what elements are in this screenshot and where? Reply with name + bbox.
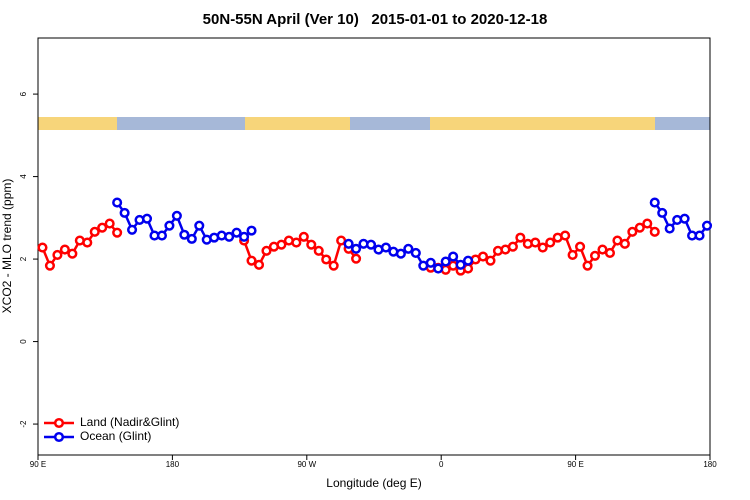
y-tick-label: 4: [19, 174, 28, 179]
point: [164, 220, 175, 231]
x-tick-label: 0: [439, 460, 444, 469]
point: [141, 213, 153, 224]
y-tick-label: 2: [19, 256, 28, 261]
point: [291, 237, 302, 248]
point: [89, 226, 100, 237]
point: [186, 233, 197, 244]
series: [112, 197, 713, 274]
point: [306, 239, 317, 250]
x-tick-label: 90 E: [567, 460, 583, 469]
strip-land: [430, 117, 655, 130]
point: [44, 260, 55, 271]
strip-land: [38, 117, 117, 130]
point: [395, 248, 406, 259]
point: [664, 223, 675, 234]
point: [313, 245, 324, 256]
point: [575, 241, 586, 252]
point: [642, 218, 653, 229]
point: [104, 218, 115, 229]
point: [507, 241, 518, 252]
legend-marker: [53, 431, 65, 443]
point: [298, 231, 309, 242]
point: [403, 243, 414, 254]
point: [156, 230, 167, 241]
point: [82, 237, 93, 248]
point: [194, 220, 205, 231]
point: [67, 248, 78, 259]
point: [657, 207, 668, 218]
point: [410, 247, 421, 258]
point: [246, 255, 257, 266]
point: [448, 251, 459, 262]
point: [679, 213, 690, 224]
point: [179, 229, 190, 240]
point: [321, 254, 332, 265]
point: [560, 230, 571, 241]
point: [589, 250, 601, 261]
point: [627, 226, 638, 237]
chart-title: 50N-55N April (Ver 10) 2015-01-01 to 202…: [203, 11, 548, 28]
point: [127, 224, 138, 235]
land-mask-strip: [38, 117, 710, 130]
x-tick-label: 180: [166, 460, 180, 469]
point: [537, 242, 548, 253]
point: [380, 242, 391, 253]
point: [112, 227, 123, 238]
legend-marker: [53, 417, 65, 429]
point: [425, 257, 436, 268]
point: [649, 197, 660, 208]
point: [343, 238, 354, 249]
point: [649, 226, 660, 237]
y-tick-label: 0: [19, 339, 28, 344]
point: [567, 249, 578, 261]
point: [253, 259, 265, 270]
point: [119, 207, 130, 218]
point: [485, 255, 496, 266]
legend-label: Land (Nadir&Glint): [80, 415, 179, 429]
point: [261, 245, 272, 256]
point: [59, 244, 70, 255]
point: [351, 253, 362, 264]
point: [619, 238, 630, 249]
legend-label: Ocean (Glint): [80, 429, 151, 443]
point: [455, 259, 466, 270]
point: [634, 222, 645, 233]
point: [545, 237, 556, 248]
point: [701, 220, 713, 231]
y-tick-label: 6: [19, 91, 28, 96]
point: [224, 231, 235, 242]
point: [112, 197, 123, 208]
point: [530, 237, 541, 248]
point: [582, 260, 593, 271]
point: [604, 247, 615, 258]
point: [515, 232, 526, 243]
point: [328, 260, 339, 271]
point: [440, 256, 451, 267]
point: [463, 255, 474, 266]
x-tick-label: 180: [703, 460, 717, 469]
point: [246, 225, 257, 236]
x-axis-label: Longitude (deg E): [326, 476, 421, 490]
point: [365, 239, 377, 250]
point: [351, 243, 362, 254]
point: [171, 210, 182, 221]
point: [239, 231, 250, 242]
point: [97, 222, 108, 233]
x-tick-label: 90 E: [30, 460, 46, 469]
point: [433, 263, 444, 274]
series: [37, 218, 660, 276]
y-axis-label: XCO2 - MLO trend (ppm): [0, 179, 14, 314]
point: [37, 242, 48, 253]
point: [52, 249, 63, 261]
point: [231, 227, 242, 238]
point: [694, 230, 705, 241]
x-tick-label: 90 W: [297, 460, 316, 469]
y-tick-label: -2: [19, 420, 28, 428]
point: [276, 239, 287, 250]
strip-land: [245, 117, 350, 130]
point: [477, 251, 489, 262]
